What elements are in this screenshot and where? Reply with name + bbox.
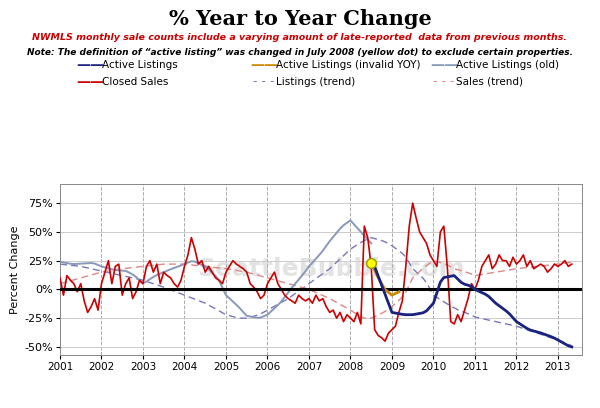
- Text: ——: ——: [250, 58, 278, 72]
- Text: % Year to Year Change: % Year to Year Change: [169, 9, 431, 29]
- Text: NWMLS monthly sale counts include a varying amount of late-reported  data from p: NWMLS monthly sale counts include a vary…: [32, 33, 568, 42]
- Text: Active Listings: Active Listings: [102, 60, 178, 70]
- Text: - - -: - - -: [253, 75, 275, 88]
- Text: ——: ——: [76, 75, 104, 89]
- Text: - - -: - - -: [433, 75, 455, 88]
- Text: Listings (trend): Listings (trend): [276, 77, 355, 86]
- Text: Sales (trend): Sales (trend): [456, 77, 523, 86]
- Y-axis label: Percent Change: Percent Change: [10, 225, 20, 313]
- Text: Note: The definition of “active listing” was changed in July 2008 (yellow dot) t: Note: The definition of “active listing”…: [27, 48, 573, 57]
- Text: Closed Sales: Closed Sales: [102, 77, 169, 86]
- Text: ——: ——: [430, 58, 458, 72]
- Text: ——: ——: [76, 58, 104, 72]
- Text: Active Listings (old): Active Listings (old): [456, 60, 559, 70]
- Text: Active Listings (invalid YOY): Active Listings (invalid YOY): [276, 60, 421, 70]
- Text: SeattleBubble.com: SeattleBubble.com: [197, 257, 465, 281]
